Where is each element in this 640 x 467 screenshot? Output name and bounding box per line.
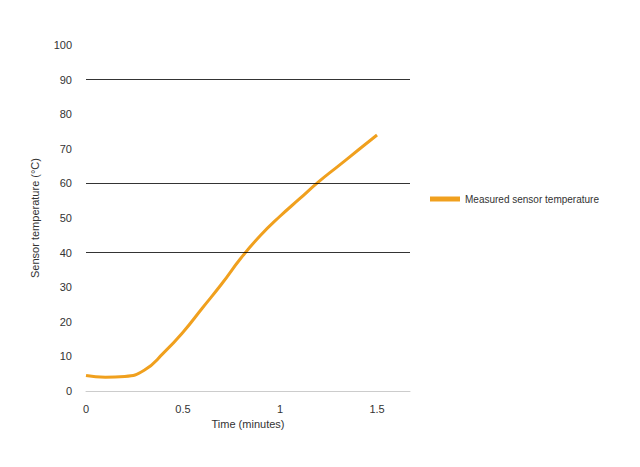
svg-text:20: 20 — [60, 316, 72, 328]
svg-text:0: 0 — [66, 385, 72, 397]
svg-text:60: 60 — [60, 177, 72, 189]
svg-text:10: 10 — [60, 350, 72, 362]
svg-text:Sensor temperature (°C): Sensor temperature (°C) — [29, 158, 41, 278]
svg-text:50: 50 — [60, 212, 72, 224]
svg-text:100: 100 — [54, 39, 72, 51]
svg-text:90: 90 — [60, 74, 72, 86]
svg-text:Measured sensor temperature: Measured sensor temperature — [465, 194, 599, 205]
svg-text:1.5: 1.5 — [369, 403, 384, 415]
svg-text:30: 30 — [60, 281, 72, 293]
svg-text:1: 1 — [277, 403, 283, 415]
svg-text:0: 0 — [83, 403, 89, 415]
svg-text:40: 40 — [60, 247, 72, 259]
svg-text:80: 80 — [60, 108, 72, 120]
svg-text:0.5: 0.5 — [175, 403, 190, 415]
svg-text:70: 70 — [60, 143, 72, 155]
svg-text:Time (minutes): Time (minutes) — [212, 418, 285, 430]
